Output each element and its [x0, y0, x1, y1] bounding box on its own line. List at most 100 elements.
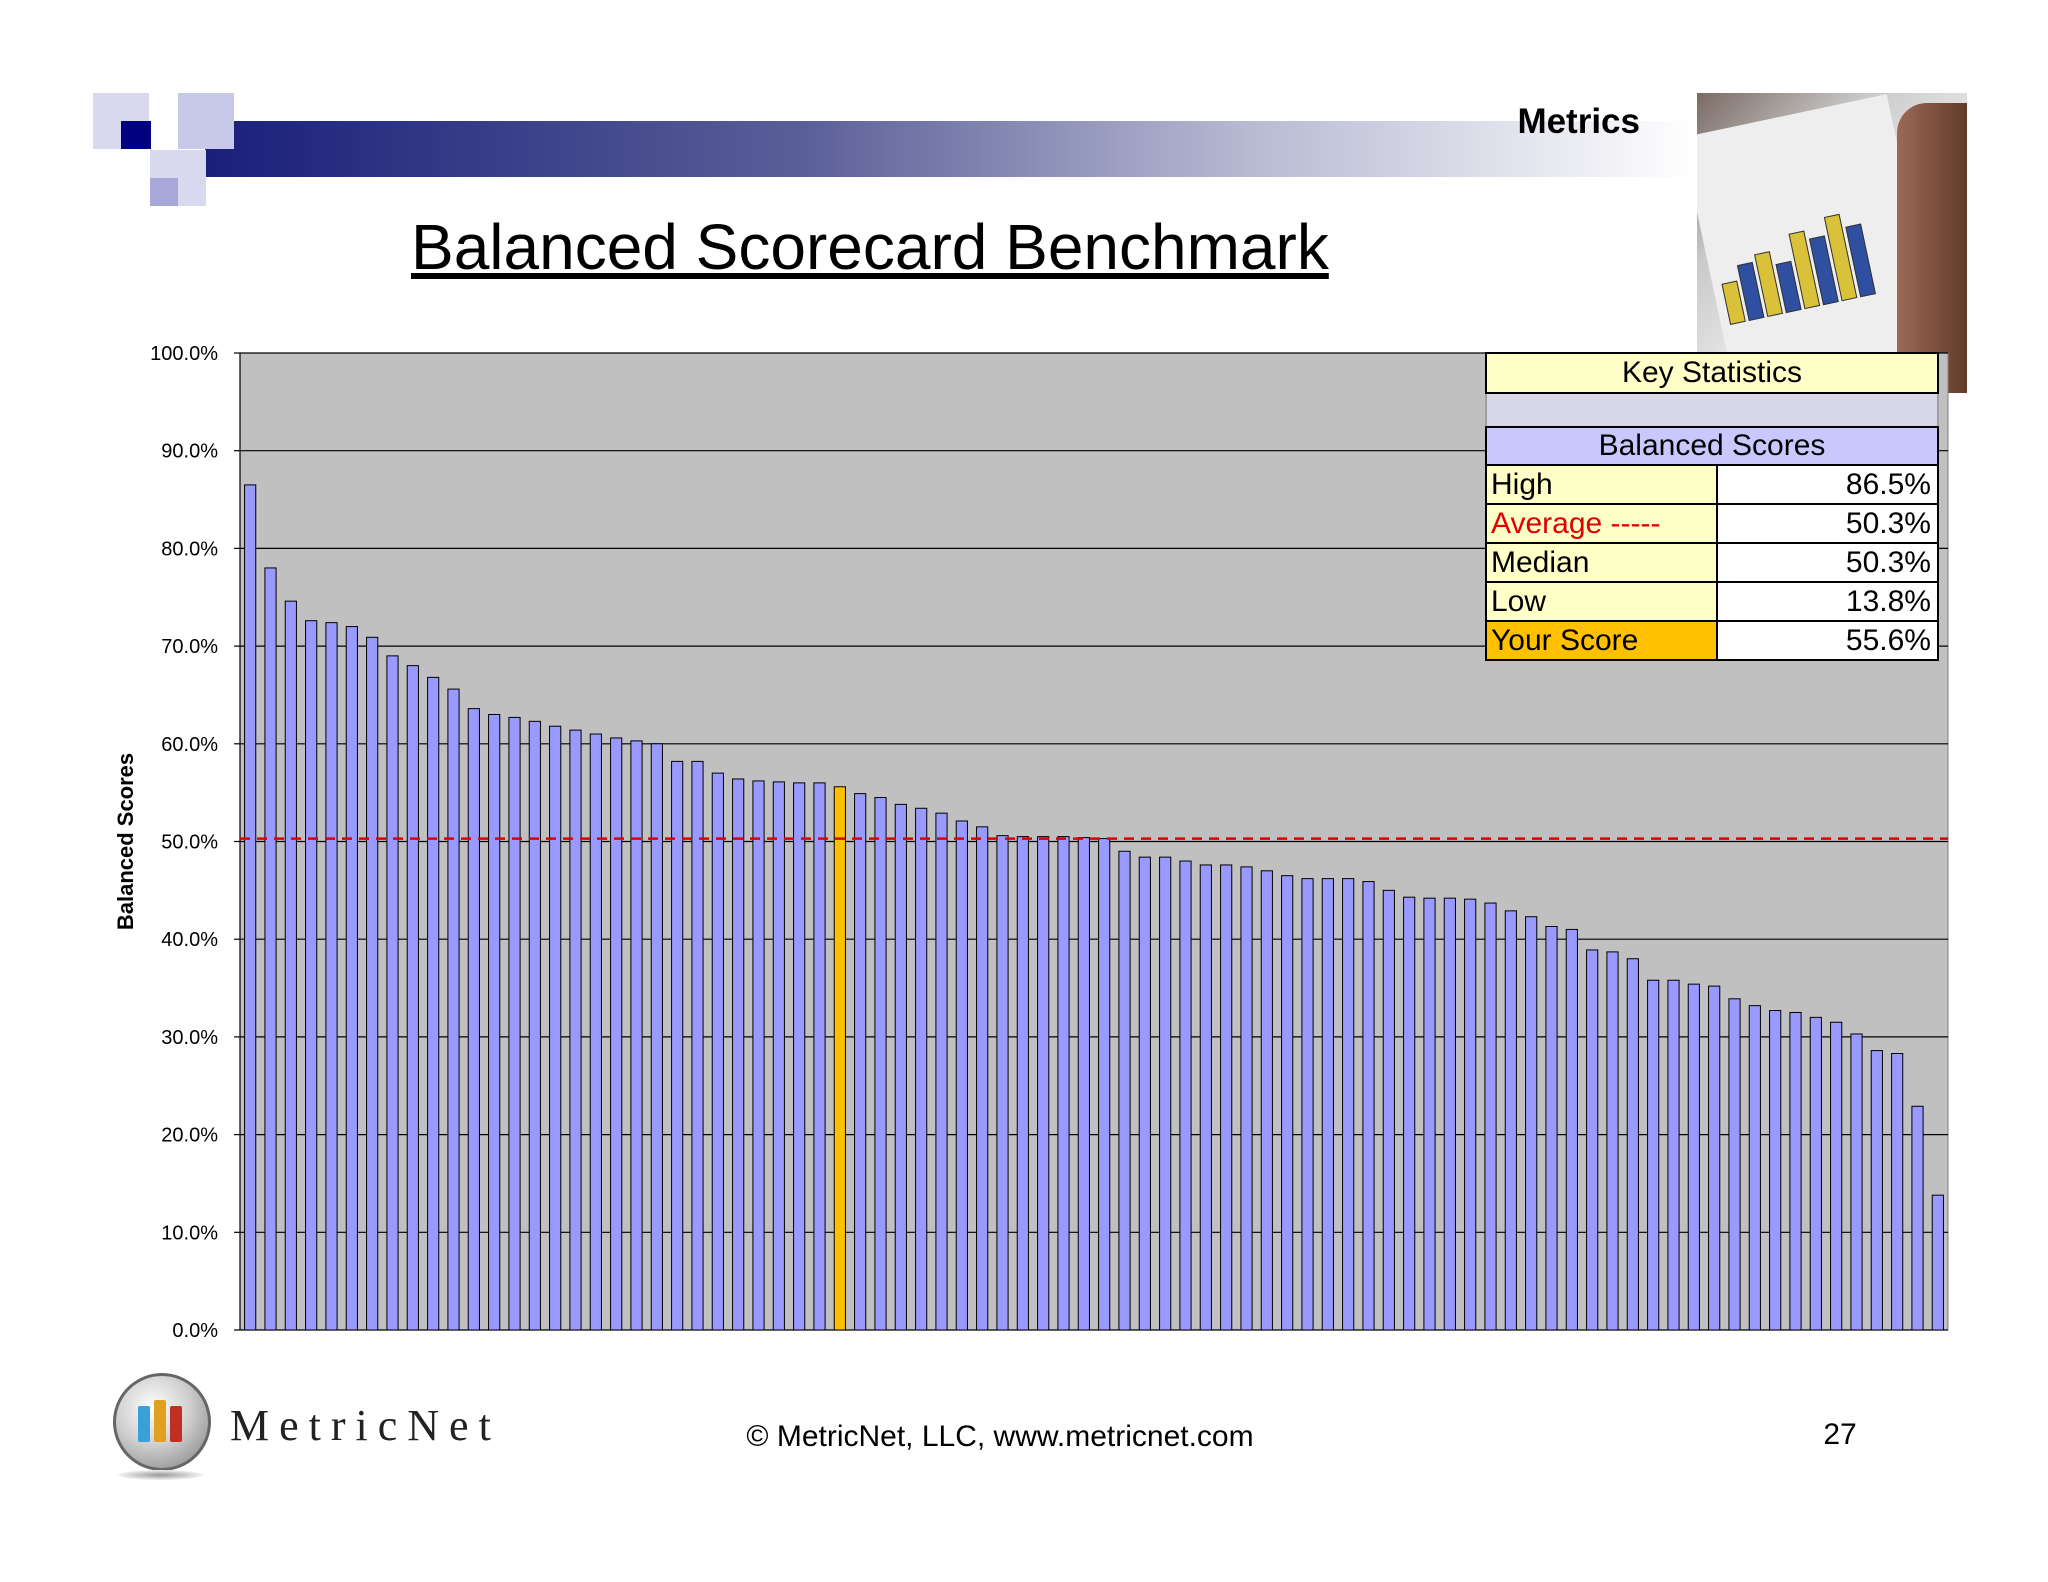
- stats-row: Low 13.8%: [1485, 583, 1939, 622]
- bar: [467, 708, 480, 1331]
- bar: [244, 484, 257, 1331]
- bar: [1057, 836, 1070, 1331]
- bar: [691, 760, 704, 1331]
- bar: [589, 733, 602, 1331]
- bar: [1260, 870, 1273, 1331]
- section-label: Metrics: [1517, 102, 1640, 141]
- y-tick-label: 0.0%: [172, 1320, 218, 1342]
- bar: [447, 688, 460, 1331]
- bar: [569, 729, 582, 1331]
- bar: [1504, 910, 1517, 1331]
- bar: [1525, 916, 1538, 1331]
- y-tick-label: 20.0%: [161, 1125, 218, 1147]
- bar: [427, 676, 440, 1331]
- bar: [1077, 837, 1090, 1331]
- bar: [630, 740, 643, 1331]
- slide-title: Balanced Scorecard Benchmark: [360, 210, 1460, 284]
- bar: [1403, 896, 1416, 1331]
- bar: [1870, 1050, 1883, 1331]
- bar: [772, 781, 785, 1331]
- bar: [1484, 902, 1497, 1331]
- bar: [325, 622, 338, 1331]
- header-square-decoration: [150, 178, 178, 206]
- your-score-bar: [833, 786, 846, 1331]
- bar: [1098, 838, 1111, 1331]
- y-tick-label: 30.0%: [161, 1027, 218, 1049]
- bar: [813, 782, 826, 1331]
- bar: [305, 620, 318, 1331]
- bar: [1342, 878, 1355, 1331]
- bar: [1159, 856, 1172, 1331]
- bar: [1138, 856, 1151, 1331]
- bar: [1809, 1016, 1822, 1331]
- stats-row-value: 86.5%: [1718, 466, 1937, 503]
- bar: [1891, 1053, 1904, 1331]
- key-statistics-title: Key Statistics: [1485, 352, 1939, 394]
- bar: [1179, 860, 1192, 1331]
- stats-row-label: Average -----: [1487, 505, 1718, 542]
- bar: [711, 772, 724, 1331]
- bar: [1423, 897, 1436, 1331]
- header-gradient-bar: [205, 121, 1695, 177]
- bar: [508, 716, 521, 1331]
- header-square-decoration: [178, 93, 234, 149]
- stats-gap: [1485, 394, 1939, 426]
- bar: [894, 803, 907, 1331]
- bar: [955, 820, 968, 1331]
- metricnet-logo-text: MetricNet: [230, 1401, 501, 1450]
- bar: [1016, 836, 1029, 1331]
- logo-bar-icon: [154, 1400, 166, 1442]
- bar: [752, 780, 765, 1331]
- bar: [1281, 875, 1294, 1331]
- stats-row-label: Low: [1487, 583, 1718, 620]
- bar: [976, 826, 989, 1331]
- bar: [1830, 1021, 1843, 1331]
- key-statistics-panel: Key Statistics Balanced Scores High 86.5%…: [1485, 352, 1939, 661]
- metricnet-logo-icon: [113, 1373, 211, 1471]
- bar: [528, 720, 541, 1331]
- stats-row: Average ----- 50.3%: [1485, 505, 1939, 544]
- bar: [1464, 898, 1477, 1331]
- bar: [1118, 850, 1131, 1331]
- bar: [1647, 979, 1660, 1331]
- bar: [935, 812, 948, 1331]
- bar: [284, 600, 297, 1331]
- stats-row: Median 50.3%: [1485, 544, 1939, 583]
- bar: [1728, 998, 1741, 1331]
- bar: [1199, 864, 1212, 1331]
- logo-bar-icon: [170, 1406, 182, 1442]
- bar: [1220, 864, 1233, 1331]
- bar: [345, 626, 358, 1331]
- y-tick-label: 10.0%: [161, 1222, 218, 1244]
- bar: [1037, 836, 1050, 1331]
- bar: [1667, 979, 1680, 1331]
- y-axis-label: Balanced Scores: [113, 753, 138, 930]
- bar: [1626, 958, 1639, 1331]
- bar: [1748, 1005, 1761, 1331]
- bar: [264, 567, 277, 1331]
- bar: [650, 743, 663, 1331]
- bar: [1362, 881, 1375, 1331]
- bar: [1321, 878, 1334, 1331]
- bar: [366, 636, 379, 1331]
- chart-photo-image: [1697, 93, 1967, 393]
- stats-row: Your Score 55.6%: [1485, 622, 1939, 661]
- bar: [1708, 985, 1721, 1331]
- bar: [1382, 889, 1395, 1331]
- bar: [488, 713, 501, 1331]
- bar: [1789, 1011, 1802, 1331]
- y-tick-label: 100.0%: [150, 343, 218, 365]
- y-tick-label: 60.0%: [161, 734, 218, 756]
- bar: [1606, 951, 1619, 1331]
- stats-row-value: 50.3%: [1718, 505, 1937, 542]
- bar: [549, 725, 562, 1331]
- bar: [915, 807, 928, 1331]
- bar: [1565, 928, 1578, 1331]
- bar: [732, 778, 745, 1331]
- stats-row-label: High: [1487, 466, 1718, 503]
- stats-row-value: 50.3%: [1718, 544, 1937, 581]
- stats-row: High 86.5%: [1485, 466, 1939, 505]
- bar: [793, 782, 806, 1331]
- logo-shadow: [118, 1470, 203, 1480]
